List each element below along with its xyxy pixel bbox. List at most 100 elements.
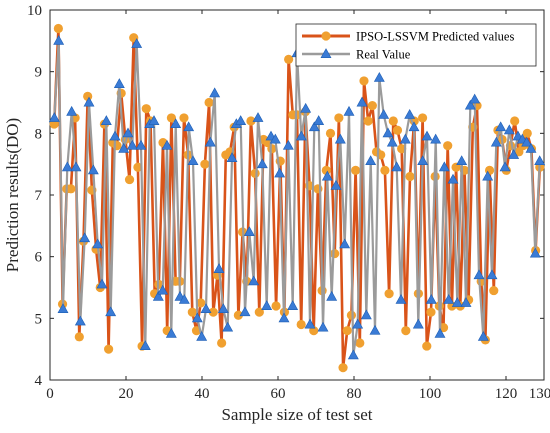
real-point xyxy=(87,164,99,175)
predicted-point xyxy=(296,319,306,330)
legend-label-predicted: IPSO-LSSVM Predicted values xyxy=(356,30,514,44)
real-point xyxy=(83,96,95,107)
real-point xyxy=(135,139,147,150)
real-point xyxy=(365,155,377,166)
real-point xyxy=(495,121,507,132)
predicted-point xyxy=(208,307,218,317)
predicted-point xyxy=(166,113,177,123)
real-point xyxy=(304,318,316,329)
real-point xyxy=(196,331,208,341)
real-point xyxy=(204,136,216,147)
predicted-point xyxy=(330,248,340,259)
real-point xyxy=(209,87,221,98)
predicted-point xyxy=(522,128,532,138)
real-point xyxy=(61,161,73,172)
real-point xyxy=(395,294,407,304)
real-point xyxy=(486,269,498,280)
real-point xyxy=(282,139,294,150)
x-tick-label: 130 xyxy=(529,386,550,402)
real-point xyxy=(473,269,485,280)
real-point xyxy=(430,133,442,144)
predicted-point xyxy=(74,332,84,342)
real-point xyxy=(334,133,346,144)
predicted-point xyxy=(367,100,377,111)
real-point xyxy=(460,297,472,307)
real-point xyxy=(326,290,338,301)
predicted-point xyxy=(124,174,135,185)
predicted-point xyxy=(250,168,260,179)
real-point xyxy=(152,290,164,301)
predicted-point xyxy=(338,363,348,373)
real-point xyxy=(48,112,60,122)
x-axis-title: Sample size of test set xyxy=(221,405,372,424)
real-point xyxy=(287,300,299,310)
axis-ticks xyxy=(49,9,544,381)
real-point xyxy=(235,115,247,125)
predicted-point xyxy=(346,310,357,320)
real-point xyxy=(425,294,437,304)
real-point xyxy=(79,232,91,243)
real-point xyxy=(308,121,320,132)
predicted-point xyxy=(401,326,411,336)
real-point xyxy=(100,115,112,125)
predicted-point xyxy=(217,338,227,348)
predicted-point xyxy=(200,159,210,169)
predicted-point xyxy=(284,54,294,64)
real-point xyxy=(131,38,143,48)
real-point xyxy=(451,297,463,307)
real-point xyxy=(239,306,251,317)
x-tick-label: 120 xyxy=(495,386,518,402)
real-point xyxy=(295,130,307,141)
real-point xyxy=(356,96,368,107)
legend-marker-real xyxy=(320,48,332,58)
predicted-point xyxy=(384,289,394,299)
real-point xyxy=(252,112,264,122)
real-point xyxy=(113,78,125,88)
y-tick-label: 4 xyxy=(35,373,43,389)
real-point xyxy=(248,275,260,286)
real-point xyxy=(503,124,515,135)
real-point xyxy=(278,312,290,323)
real-point xyxy=(170,118,182,129)
real-point xyxy=(165,327,177,338)
real-point xyxy=(157,284,169,295)
real-point xyxy=(347,349,359,360)
real-point xyxy=(386,136,398,147)
real-point xyxy=(126,139,138,150)
real-point xyxy=(469,93,481,104)
real-point xyxy=(92,238,104,249)
real-point xyxy=(529,247,541,258)
predicted-point xyxy=(342,326,352,336)
x-tick-label: 60 xyxy=(271,386,286,402)
x-tick-label: 20 xyxy=(119,386,134,402)
y-tick-label: 8 xyxy=(35,126,43,142)
real-point xyxy=(434,327,446,338)
x-tick-label: 80 xyxy=(347,386,362,402)
real-point xyxy=(490,136,502,147)
real-point xyxy=(191,312,203,323)
real-point xyxy=(525,142,537,153)
real-point xyxy=(139,340,151,351)
predicted-point xyxy=(204,97,214,108)
real-point xyxy=(243,226,255,236)
predicted-point xyxy=(422,341,432,351)
series-1 xyxy=(48,35,546,360)
real-point xyxy=(339,238,351,249)
real-point xyxy=(70,161,82,172)
real-point xyxy=(534,155,546,166)
x-tick-labels: 0 20 40 60 80 100 120 130 xyxy=(46,386,550,402)
real-point xyxy=(438,161,450,172)
real-point xyxy=(183,121,195,132)
real-point xyxy=(521,136,533,147)
predicted-point xyxy=(133,162,143,172)
real-point xyxy=(343,105,355,116)
predicted-point xyxy=(196,298,206,308)
real-point xyxy=(187,155,199,166)
real-point xyxy=(178,294,190,304)
x-tick-label: 40 xyxy=(195,386,210,402)
predicted-point xyxy=(405,171,415,182)
real-point xyxy=(330,179,342,190)
real-point xyxy=(74,315,86,326)
real-point xyxy=(443,294,455,304)
